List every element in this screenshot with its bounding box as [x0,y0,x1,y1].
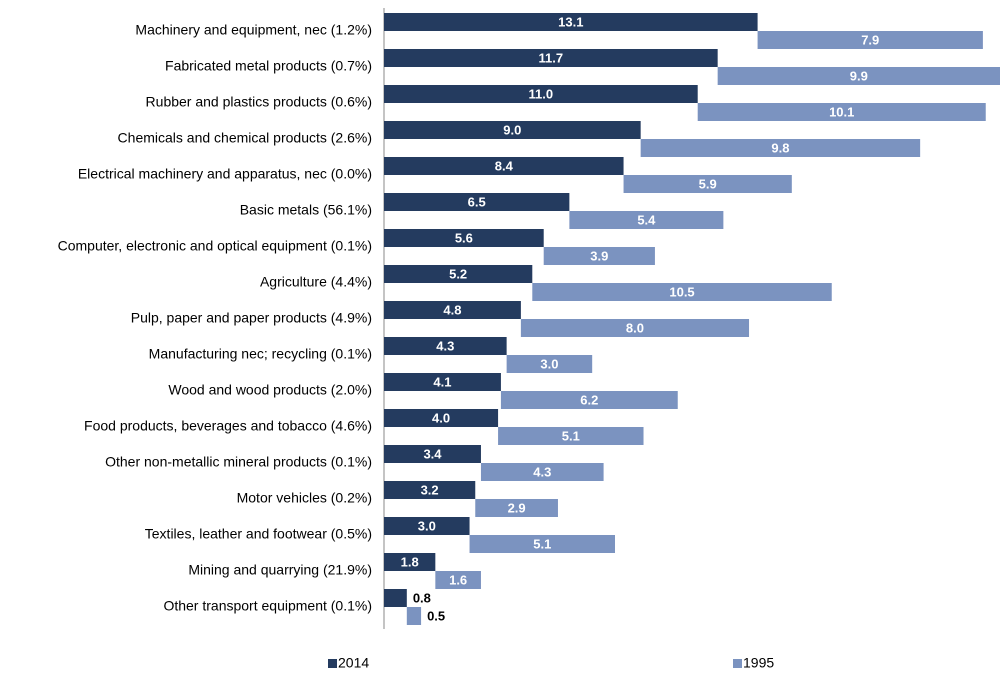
category-label: Other transport equipment (0.1%) [163,598,372,614]
value-label: 11.0 [529,86,554,101]
bar [384,301,521,319]
value-label: 4.0 [432,410,450,425]
bar [623,175,792,193]
bar [384,553,436,571]
category-label: Wood and wood products (2.0%) [168,382,372,398]
category-label: Computer, electronic and optical equipme… [58,238,372,254]
bar [757,31,983,49]
bar [543,247,655,265]
bar [520,319,750,337]
category-label: Pulp, paper and paper products (4.9%) [131,310,372,326]
value-label: 3.9 [590,248,608,263]
bar [435,571,481,589]
value-label: 2.9 [508,500,526,515]
value-label: 4.8 [443,302,461,317]
bar [475,499,558,517]
bar [406,607,422,625]
bar [506,355,593,373]
bar [640,139,921,157]
value-label: 9.0 [503,122,521,137]
value-label: 9.9 [850,68,868,83]
bar [384,49,718,67]
category-label: Basic metals (56.1%) [240,202,372,218]
value-label: 5.9 [699,176,717,191]
bar [384,409,499,427]
bar [717,67,1000,85]
category-label: Machinery and equipment, nec (1.2%) [135,22,372,38]
bar [480,463,604,481]
category-label: Motor vehicles (0.2%) [237,490,372,506]
bar [384,481,476,499]
value-label: 5.6 [455,230,473,245]
legend-label: 1995 [743,655,774,671]
value-label: 0.5 [427,608,445,623]
category-label: Fabricated metal products (0.7%) [165,58,372,74]
bar [697,103,986,121]
value-label: 7.9 [861,32,879,47]
bar [384,13,758,31]
value-label: 5.4 [637,212,656,227]
category-label: Mining and quarrying (21.9%) [188,562,372,578]
value-label: 8.0 [626,320,644,335]
bar [469,535,615,553]
category-label: Other non-metallic mineral products (0.1… [105,454,372,470]
value-label: 10.5 [669,284,694,299]
category-label: Chemicals and chemical products (2.6%) [118,130,372,146]
legend-swatch [733,659,742,668]
bar [384,445,481,463]
value-label: 6.2 [580,392,598,407]
bar [384,229,544,247]
value-label: 5.1 [533,536,551,551]
category-label: Textiles, leather and footwear (0.5%) [145,526,372,542]
bar [384,265,533,283]
value-label: 11.7 [539,50,564,65]
bar [384,157,624,175]
value-label: 8.4 [495,158,514,173]
category-label: Agriculture (4.4%) [260,274,372,290]
value-label: 1.8 [401,554,419,569]
category-label: Electrical machinery and apparatus, nec … [78,166,372,182]
bar [384,589,407,607]
value-label: 5.2 [449,266,467,281]
bar [384,517,470,535]
value-label: 3.0 [418,518,436,533]
legend-label: 2014 [338,655,369,671]
value-label: 3.0 [540,356,558,371]
bar [384,193,570,211]
value-label: 6.5 [468,194,486,209]
bar [532,283,832,301]
bar [384,337,507,355]
value-label: 1.6 [449,572,467,587]
value-label: 5.1 [562,428,580,443]
bar [384,373,501,391]
value-label: 3.2 [421,482,439,497]
bar [384,85,698,103]
value-label: 9.8 [771,140,789,155]
bar [498,427,644,445]
bar [384,121,641,139]
value-label: 4.3 [533,464,551,479]
bar [569,211,724,229]
category-label: Food products, beverages and tobacco (4.… [84,418,372,434]
value-label: 3.4 [423,446,442,461]
legend-swatch [328,659,337,668]
value-label: 10.1 [829,104,854,119]
category-label: Rubber and plastics products (0.6%) [146,94,372,110]
value-label: 4.1 [433,374,451,389]
value-label: 4.3 [436,338,454,353]
value-label: 0.8 [413,590,431,605]
category-label: Manufacturing nec; recycling (0.1%) [149,346,372,362]
bar [500,391,678,409]
value-label: 13.1 [558,14,583,29]
